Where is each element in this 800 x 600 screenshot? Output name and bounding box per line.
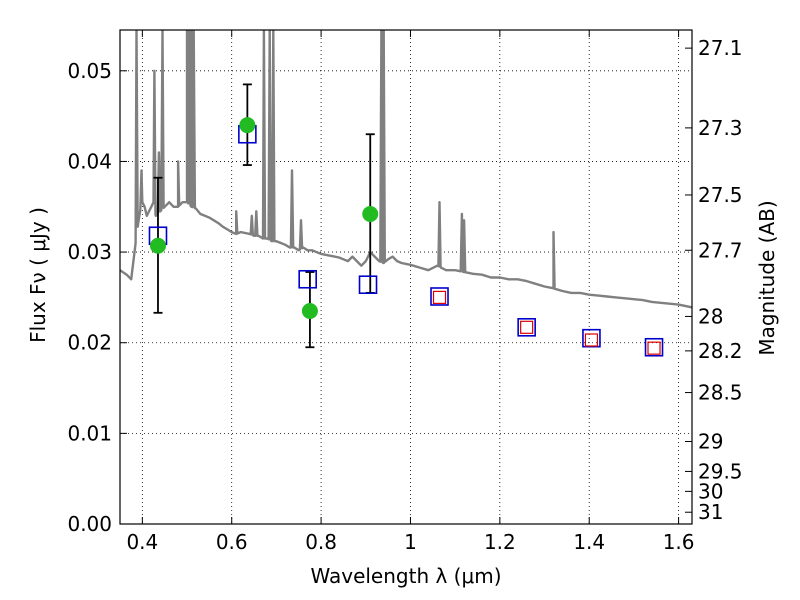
- y2-tick-label: 29: [698, 430, 723, 454]
- plot-area: [120, 30, 692, 357]
- model-square-blue: [298, 269, 317, 289]
- y2-tick-label: 28.5: [698, 381, 743, 405]
- y2-tick-label: 28: [698, 304, 723, 328]
- x-tick-label: 1.4: [573, 530, 605, 554]
- model-square-red: [520, 320, 534, 334]
- model-square-blue: [582, 328, 601, 348]
- y2-tick-label: 27.7: [698, 238, 743, 262]
- y2-tick-label: 27.3: [698, 116, 743, 140]
- y-tick-label: 0.04: [67, 149, 112, 173]
- y-tick-label: 0.05: [67, 59, 112, 83]
- y-axis-label: Flux Fν ( μJy ): [26, 207, 50, 343]
- model-square-red: [584, 333, 599, 347]
- y2-tick-label: 29.5: [698, 459, 743, 483]
- ticks: 0.4 0.6 0.8 1 1.2 1.4 1.6 0.00 0.01 0.02 0.03 0.04 0…: [67, 30, 743, 554]
- observed-point: [149, 237, 166, 254]
- model-square-blue: [644, 337, 664, 357]
- y2-tick-label: 28.2: [698, 339, 743, 363]
- observed-point: [362, 206, 379, 223]
- model-square-red: [432, 290, 447, 304]
- x-tick-label: 1.6: [663, 530, 695, 554]
- y2-tick-label: 27.1: [698, 36, 743, 60]
- y2-tick-label: 30: [698, 479, 723, 503]
- x-axis-label: Wavelength λ (μm): [310, 564, 501, 588]
- y2-axis-label: Magnitude (AB): [755, 200, 779, 355]
- x-tick-label: 0.6: [216, 530, 248, 554]
- plot-frame: [119, 29, 693, 525]
- y2-tick-label: 31: [698, 500, 723, 524]
- x-tick-label: 0.4: [126, 530, 158, 554]
- y-tick-label: 0.01: [67, 421, 112, 445]
- spectrum-line: [120, 30, 692, 309]
- y2-tick-label: 27.5: [698, 183, 743, 207]
- model-square-blue: [517, 318, 536, 337]
- y-tick-label: 0.03: [67, 240, 112, 264]
- y-tick-label: 0.02: [67, 331, 112, 355]
- model-square-red: [647, 341, 661, 355]
- x-tick-label: 1: [404, 530, 417, 554]
- model-square-blue: [358, 275, 378, 295]
- model-square-blue: [430, 287, 449, 306]
- y-tick-label: 0.00: [67, 512, 112, 536]
- observed-point: [301, 302, 318, 319]
- observed-point: [239, 117, 256, 134]
- x-tick-label: 0.8: [305, 530, 337, 554]
- x-tick-label: 1.2: [484, 530, 516, 554]
- grid: [120, 30, 692, 525]
